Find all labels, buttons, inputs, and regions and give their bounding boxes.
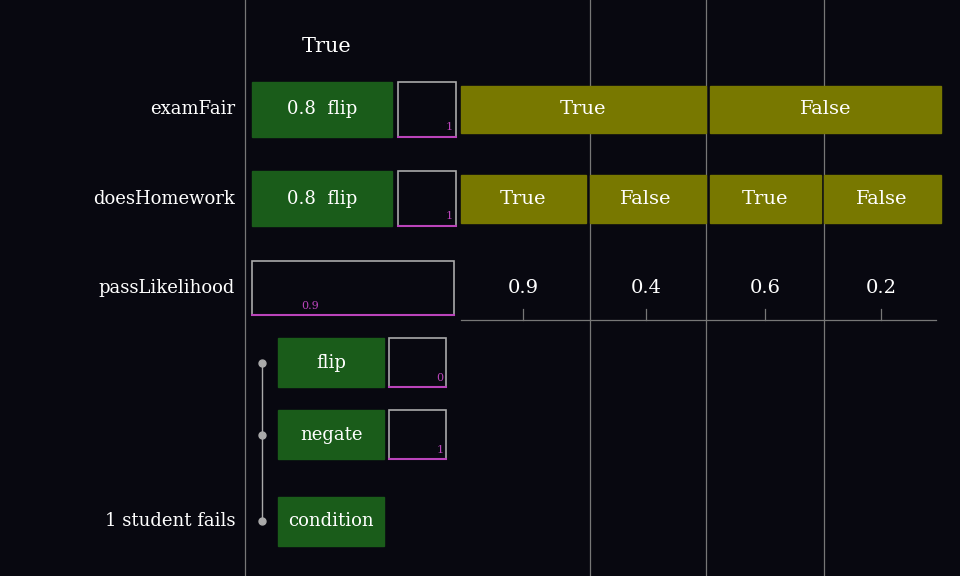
Bar: [710, 175, 821, 222]
Text: True: True: [301, 37, 351, 55]
Text: True: True: [560, 100, 607, 119]
Text: False: False: [855, 190, 907, 208]
Text: 0.6: 0.6: [750, 279, 780, 297]
Text: 0.9: 0.9: [301, 301, 319, 311]
Bar: [389, 338, 446, 387]
Text: False: False: [800, 100, 852, 119]
Text: negate: negate: [300, 426, 363, 444]
Bar: [710, 85, 941, 133]
Text: 0.4: 0.4: [631, 279, 661, 297]
Bar: [398, 172, 456, 226]
Text: flip: flip: [316, 354, 347, 372]
Bar: [824, 175, 941, 222]
Bar: [398, 82, 456, 137]
Text: 1: 1: [446, 122, 453, 132]
Bar: [461, 85, 706, 133]
Text: False: False: [620, 190, 672, 208]
Text: 0.8  flip: 0.8 flip: [287, 190, 357, 208]
Text: True: True: [742, 190, 788, 208]
Text: 0: 0: [437, 373, 444, 382]
Bar: [252, 261, 454, 316]
Text: condition: condition: [288, 512, 374, 530]
Bar: [278, 411, 384, 460]
Bar: [252, 82, 392, 137]
Text: passLikelihood: passLikelihood: [99, 279, 235, 297]
Text: 1: 1: [437, 445, 444, 455]
Bar: [461, 175, 586, 222]
Text: 1 student fails: 1 student fails: [105, 512, 235, 530]
Bar: [252, 172, 392, 226]
Text: 1: 1: [446, 211, 453, 221]
Text: True: True: [500, 190, 546, 208]
Bar: [278, 497, 384, 546]
Bar: [389, 411, 446, 460]
Text: doesHomework: doesHomework: [93, 190, 235, 208]
Bar: [278, 338, 384, 387]
Bar: [590, 175, 706, 222]
Text: 0.8  flip: 0.8 flip: [287, 100, 357, 119]
Text: 0.2: 0.2: [866, 279, 897, 297]
Text: 0.9: 0.9: [508, 279, 539, 297]
Text: examFair: examFair: [150, 100, 235, 119]
